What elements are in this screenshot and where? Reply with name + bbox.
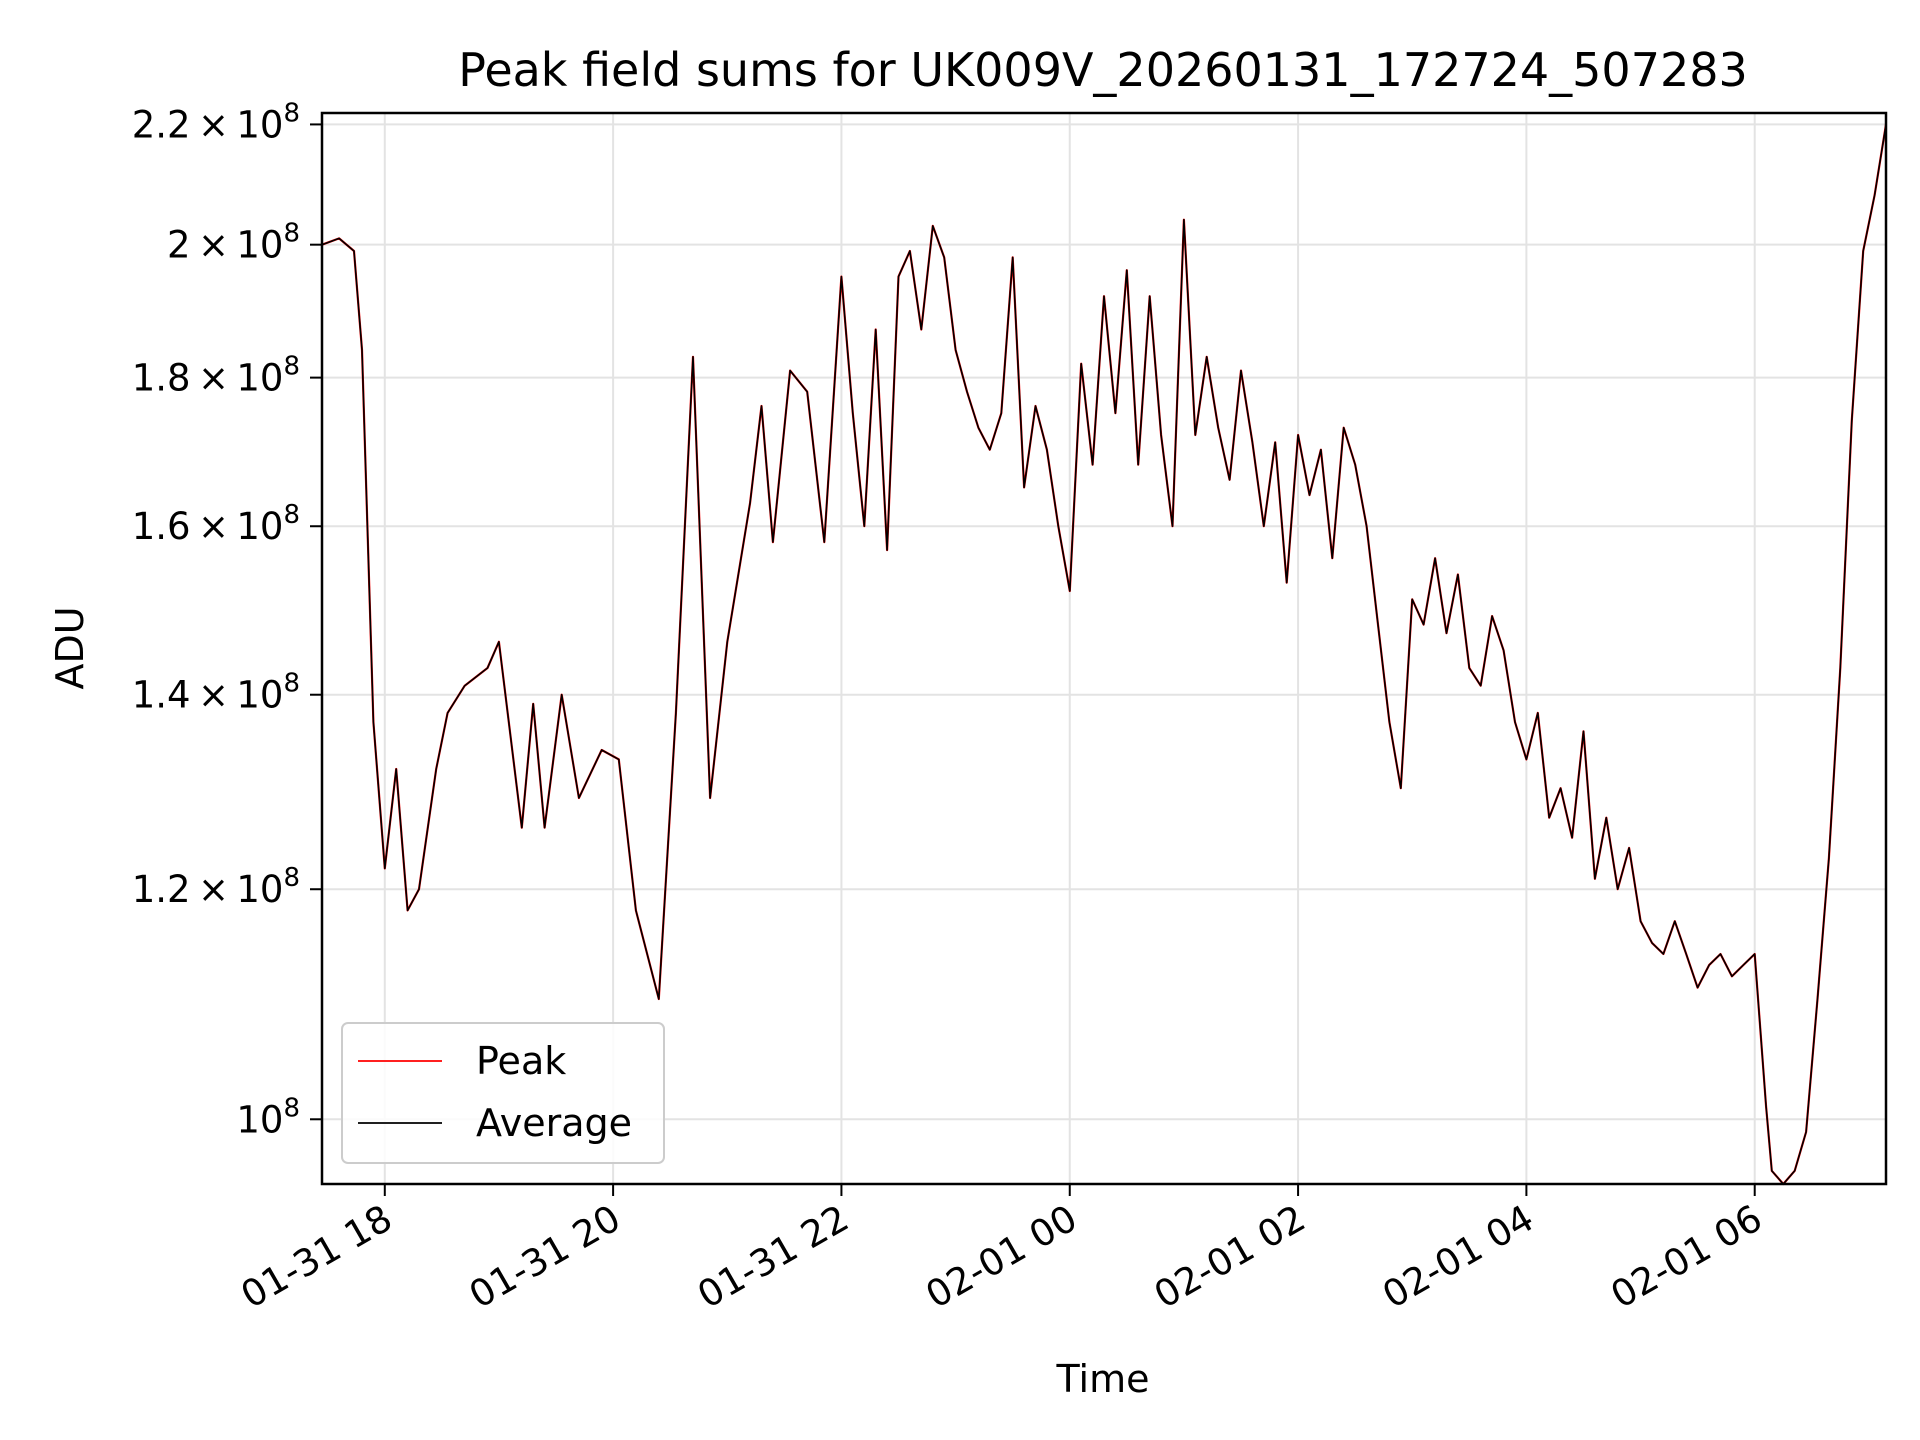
x-axis-label: Time [1056,1357,1150,1401]
y-tick-label: 1.8 × 108 [132,352,300,400]
y-tick-label: 1.4 × 108 [132,669,300,717]
y-tick-label: 1.2 × 108 [132,863,300,911]
grid-layer [322,113,1886,1184]
y-tick-label: 2.2 × 108 [132,98,300,146]
plot-frame [320,111,1888,1186]
y-tick-label: 108 [236,1093,300,1141]
chart-title: Peak field sums for UK009V_20260131_1727… [458,43,1748,97]
y-tick-label: 2 × 108 [167,219,300,267]
y-axis-label: ADU [48,606,92,689]
legend-box [341,1022,665,1164]
series-layer [321,124,1888,1186]
y-tick-label: 1.6 × 108 [132,500,300,548]
legend: Peak Average [341,1022,665,1164]
legend-average-label: Average [476,1101,632,1145]
series-average-line [321,124,1887,1185]
legend-peak-label: Peak [476,1039,566,1083]
